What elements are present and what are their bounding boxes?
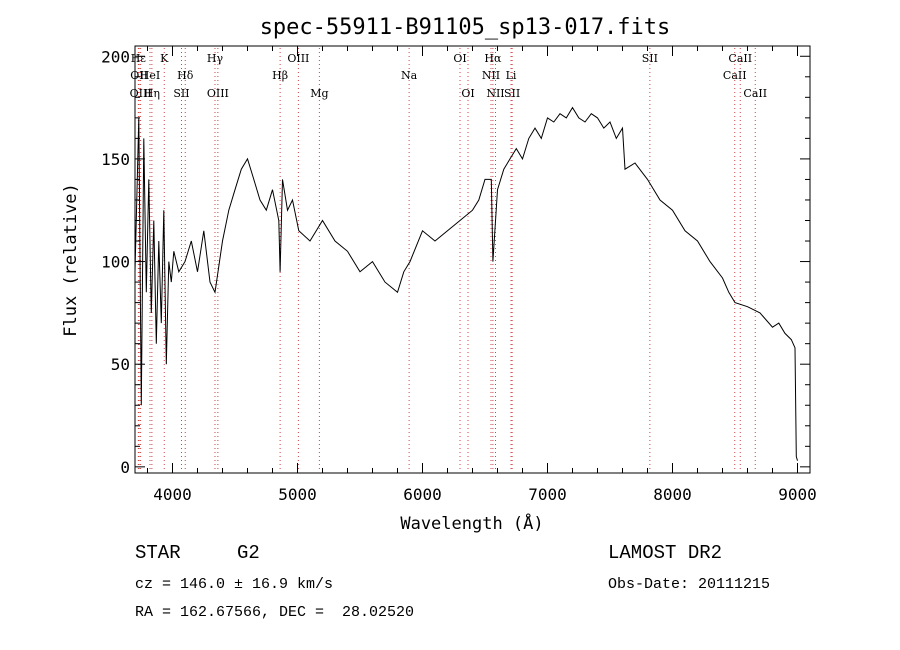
line-marker-label: SII: [173, 87, 189, 100]
x-axis: 4000 5000 6000 7000 8000 9000: [147, 46, 817, 504]
line-marker-label: CaII: [728, 52, 752, 65]
line-marker-label: NII: [482, 69, 500, 82]
line-marker-label: OI: [453, 52, 466, 65]
y-axis: 0 50 100 150 200: [101, 47, 810, 477]
line-marker-label: OIII: [207, 87, 229, 100]
line-markers: [137, 48, 756, 471]
x-tick-label: 8000: [653, 485, 692, 504]
line-marker-label: Hδ: [177, 69, 194, 82]
y-tick-label: 100: [101, 253, 130, 272]
line-marker-label: Li: [506, 69, 517, 82]
y-tick-label: 50: [111, 355, 130, 374]
line-marker-label: OIII: [287, 52, 309, 65]
line-marker-label: OII: [130, 69, 148, 82]
survey-name: LAMOST DR2: [608, 542, 723, 564]
line-marker-label: Na: [401, 69, 418, 82]
line-marker-label: OI: [461, 87, 474, 100]
line-marker-label: Hγ: [207, 52, 224, 65]
chart-title: spec-55911-B91105_sp13-017.fits: [260, 15, 671, 40]
x-axis-label: Wavelength (Å): [400, 512, 543, 534]
line-marker-label: SII: [642, 52, 658, 65]
line-marker-label: Hε: [131, 52, 147, 65]
line-marker-label: CaII: [743, 87, 767, 100]
line-marker-label: Hη: [144, 87, 160, 100]
sky-coordinates: RA = 162.67566, DEC = 28.02520: [135, 604, 415, 621]
object-class: STAR: [135, 542, 181, 564]
x-tick-label: 5000: [278, 485, 317, 504]
line-marker-label: Mg: [310, 87, 328, 100]
spectrum-series-line: [134, 106, 798, 461]
observation-date: Obs-Date: 20111215: [608, 576, 771, 593]
x-tick-label: 4000: [153, 485, 192, 504]
line-marker-label: NII: [486, 87, 504, 100]
line-marker-label: SII: [504, 87, 520, 100]
line-marker-label: K: [160, 52, 169, 65]
line-marker-label: Hα: [484, 52, 502, 65]
line-marker-label: HeI: [140, 69, 160, 82]
y-tick-label: 0: [120, 458, 130, 477]
line-marker-label: Hβ: [272, 69, 288, 82]
line-marker-labels: HεOIIOIIIHηHeIKHδSIIHγOIIIOIIIHβMgNaOIOI…: [130, 52, 767, 100]
y-tick-label: 150: [101, 150, 130, 169]
x-tick-label: 7000: [528, 485, 567, 504]
y-tick-label: 200: [101, 47, 130, 66]
x-tick-label: 6000: [403, 485, 442, 504]
y-axis-label: Flux (relative): [61, 183, 81, 337]
object-subclass: G2: [237, 542, 260, 564]
line-marker-label: OIII: [130, 87, 152, 100]
line-marker-label: CaII: [723, 69, 747, 82]
redshift-velocity: cz = 146.0 ± 16.9 km/s: [135, 576, 334, 593]
x-tick-label: 9000: [778, 485, 817, 504]
